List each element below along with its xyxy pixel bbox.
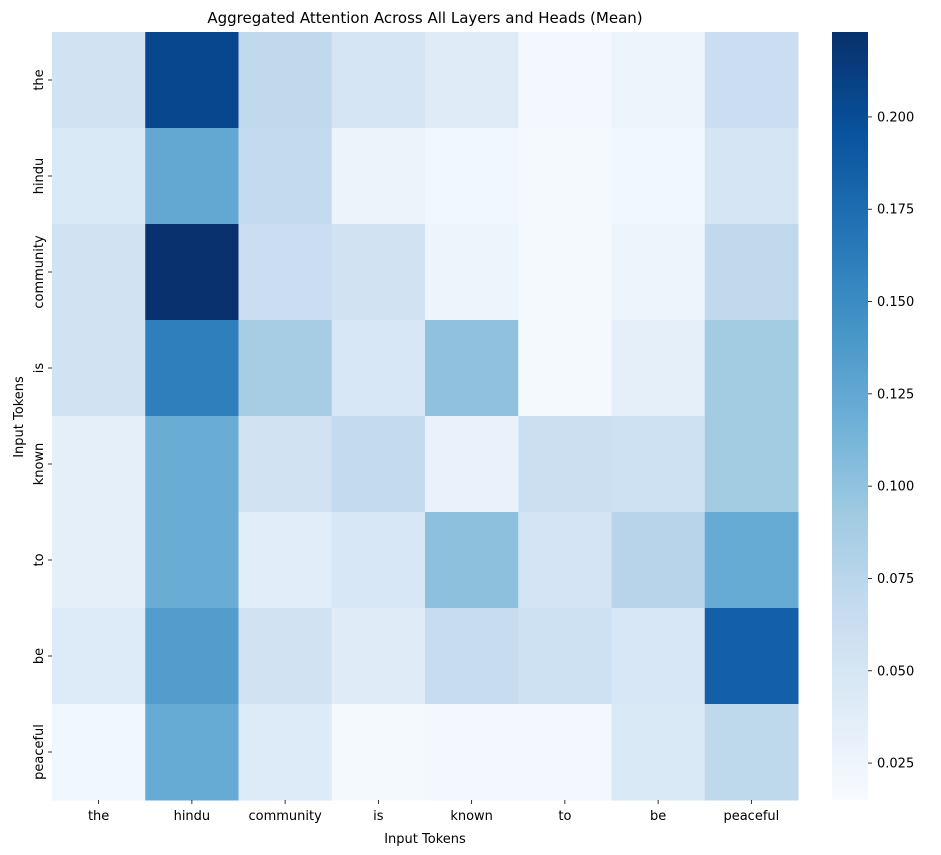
heatmap-cell xyxy=(331,704,426,801)
heatmap-cell xyxy=(331,320,426,417)
heatmap-cell xyxy=(611,128,706,225)
colorbar-tick-label: 0.100 xyxy=(877,480,914,495)
heatmap-cell xyxy=(238,32,333,129)
heatmap-cell xyxy=(145,608,239,705)
heatmap-cell xyxy=(611,224,706,321)
heatmap-cell xyxy=(425,224,519,321)
heatmap-cell xyxy=(518,224,612,321)
heatmap-cell xyxy=(704,512,799,609)
x-axis-ticks: the hindu community is known to be peaceful xyxy=(88,800,779,824)
y-axis-ticks: the hindu community is known to be peaceful xyxy=(32,69,52,780)
y-tick-label: community xyxy=(32,235,47,309)
colorbar-tick-label: 0.125 xyxy=(877,387,914,402)
x-tick-label: peaceful xyxy=(723,809,779,824)
colorbar-tick-label: 0.050 xyxy=(877,664,914,679)
colorbar-tick-label: 0.025 xyxy=(877,757,914,772)
heatmap-cell xyxy=(518,704,612,801)
colorbar-tick-label: 0.075 xyxy=(877,572,914,587)
y-tick-label: be xyxy=(32,648,47,664)
heatmap-cell xyxy=(425,512,519,609)
colorbar-tick-label: 0.200 xyxy=(877,110,914,125)
colorbar: 0.025 0.050 0.075 0.100 0.125 0.150 0.175 0.200 xyxy=(832,32,914,800)
heatmap-cell xyxy=(425,320,519,417)
heatmap-cell xyxy=(611,320,706,417)
heatmap-cell xyxy=(145,32,239,129)
heatmap-cell xyxy=(518,320,612,417)
heatmap-cell xyxy=(611,32,706,129)
heatmap-cell xyxy=(425,704,519,801)
heatmap-cell xyxy=(238,416,333,513)
heatmap-cell xyxy=(331,512,426,609)
y-tick-label: to xyxy=(32,553,47,566)
heatmap-cell xyxy=(518,608,612,705)
heatmap-cell xyxy=(331,416,426,513)
y-tick-label: the xyxy=(32,69,47,90)
heatmap-cell xyxy=(331,608,426,705)
heatmap-cell xyxy=(238,512,333,609)
x-tick-label: be xyxy=(650,809,666,824)
heatmap-cell xyxy=(704,128,799,225)
heatmap-cell xyxy=(704,224,799,321)
colorbar-gradient xyxy=(832,32,868,800)
x-tick-label: to xyxy=(558,809,571,824)
y-axis-label: Input Tokens xyxy=(12,376,27,458)
heatmap-cell xyxy=(425,128,519,225)
heatmap-cell xyxy=(238,224,333,321)
heatmap-cell xyxy=(331,224,426,321)
heatmap-cell xyxy=(52,608,146,705)
x-tick-label: is xyxy=(373,809,384,824)
heatmap-cell xyxy=(425,608,519,705)
heatmap-cell xyxy=(704,704,799,801)
y-tick-label: known xyxy=(32,443,47,486)
heatmap-cell xyxy=(704,320,799,417)
heatmap-cell xyxy=(611,512,706,609)
heatmap-cell xyxy=(52,128,146,225)
heatmap-cell xyxy=(331,128,426,225)
heatmap-cell xyxy=(518,512,612,609)
heatmap-cell xyxy=(238,128,333,225)
heatmap-cell xyxy=(52,32,146,129)
heatmap-cell xyxy=(611,608,706,705)
x-tick-label: community xyxy=(248,809,322,824)
heatmap-cell xyxy=(145,704,239,801)
heatmap-cell xyxy=(518,32,612,129)
heatmap-cell xyxy=(611,416,706,513)
x-tick-label: the xyxy=(88,809,109,824)
heatmap-cell xyxy=(518,416,612,513)
heatmap-cell xyxy=(145,224,239,321)
heatmap-cell xyxy=(52,704,146,801)
heatmap-cell xyxy=(704,416,799,513)
heatmap-cell xyxy=(52,224,146,321)
y-tick-label: is xyxy=(32,363,47,374)
y-tick-label: hindu xyxy=(32,158,47,195)
heatmap-cell xyxy=(145,512,239,609)
heatmap-cell xyxy=(145,320,239,417)
x-tick-label: known xyxy=(450,809,493,824)
heatmap-cell xyxy=(238,320,333,417)
heatmap-cell xyxy=(145,128,239,225)
x-tick-label: hindu xyxy=(174,809,211,824)
heatmap-cell xyxy=(145,416,239,513)
colorbar-tick-label: 0.175 xyxy=(877,203,914,218)
heatmap-cell xyxy=(52,320,146,417)
heatmap-cell xyxy=(611,704,706,801)
heatmap-cell xyxy=(238,608,333,705)
heatmap-cell xyxy=(238,704,333,801)
heatmap-cells xyxy=(52,32,799,801)
heatmap-cell xyxy=(425,32,519,129)
heatmap-cell xyxy=(518,128,612,225)
x-axis-label: Input Tokens xyxy=(384,832,466,847)
heatmap-cell xyxy=(704,608,799,705)
heatmap-cell xyxy=(425,416,519,513)
heatmap-cell xyxy=(704,32,799,129)
colorbar-tick-label: 0.150 xyxy=(877,295,914,310)
chart-title: Aggregated Attention Across All Layers a… xyxy=(207,9,642,27)
heatmap-cell xyxy=(52,512,146,609)
y-tick-label: peaceful xyxy=(32,724,47,780)
colorbar-ticks: 0.025 0.050 0.075 0.100 0.125 0.150 0.175 0.200 xyxy=(868,110,914,772)
heatmap-cell xyxy=(331,32,426,129)
heatmap-cell xyxy=(52,416,146,513)
